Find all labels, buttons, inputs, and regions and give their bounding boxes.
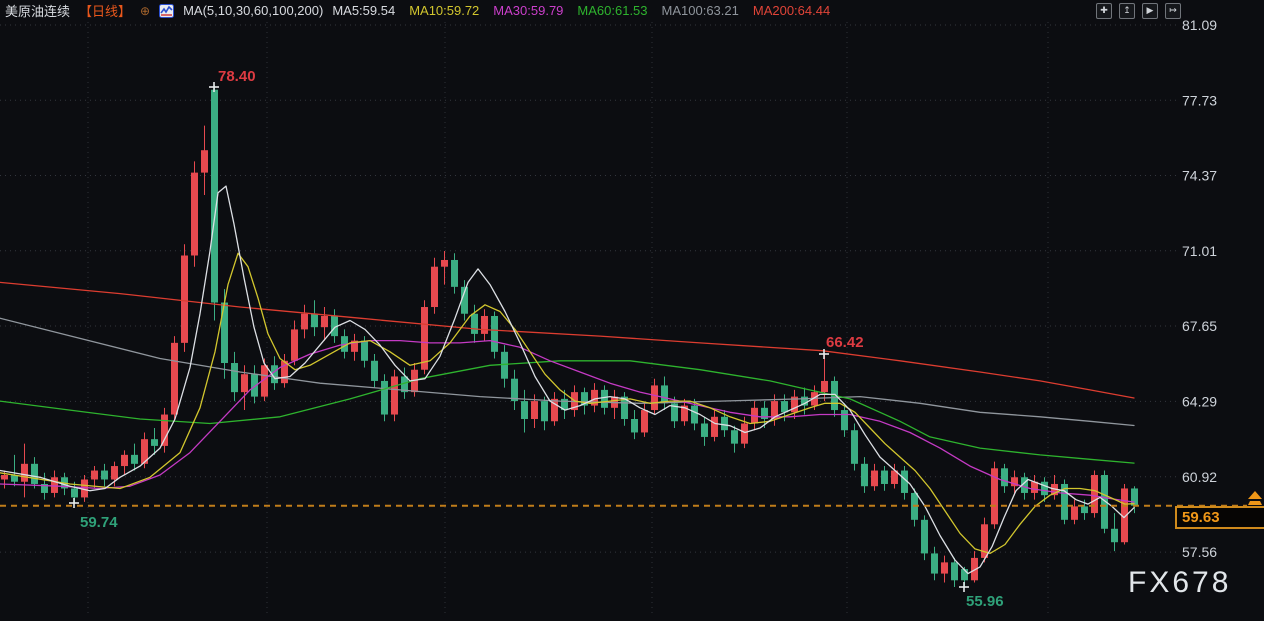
period-label: 【日线】 bbox=[79, 4, 132, 19]
pan-tool-icon[interactable]: ✚ bbox=[1096, 3, 1112, 19]
ma-line-ma10 bbox=[0, 252, 1135, 555]
ma-legend: MA5:59.54 MA10:59.72 MA30:59.79 MA60:61.53 M… bbox=[332, 3, 830, 18]
ma-legend-item: MA30:59.79 bbox=[493, 3, 564, 18]
last-price-tag: 59.63 bbox=[1175, 506, 1264, 529]
price-up-arrow-base bbox=[1248, 501, 1262, 505]
low-label: 59.74 bbox=[80, 514, 118, 531]
chart-header: 美原油连续 【日线】 ⊕ MA(5,10,30,60,100,200) MA5:… bbox=[0, 0, 1264, 21]
ma-line-ma30 bbox=[0, 339, 1135, 503]
y-axis-label: 60.92 bbox=[1182, 469, 1217, 485]
add-indicator-icon[interactable]: ⊕ bbox=[140, 3, 151, 18]
high-label-marker bbox=[209, 82, 219, 92]
symbol-title: 美原油连续 bbox=[5, 4, 71, 19]
high-label: 78.40 bbox=[218, 68, 256, 85]
y-axis-label: 71.01 bbox=[1182, 243, 1217, 259]
y-axis-label: 67.65 bbox=[1182, 318, 1217, 334]
scale-left-icon[interactable]: ↥ bbox=[1119, 3, 1135, 19]
auto-scroll-icon[interactable]: ▶ bbox=[1142, 3, 1158, 19]
low-label-marker bbox=[69, 498, 79, 508]
mini-chart-icon bbox=[159, 3, 175, 18]
bottom-low-label-marker bbox=[959, 582, 969, 592]
ma-legend-item: MA10:59.72 bbox=[409, 3, 480, 18]
ma-line-ma100 bbox=[0, 317, 1135, 427]
ma-legend-item: MA5:59.54 bbox=[332, 3, 396, 18]
ma-line-ma200 bbox=[0, 281, 1135, 399]
y-axis-label: 64.29 bbox=[1182, 393, 1217, 409]
ma-legend-item: MA200:64.44 bbox=[752, 3, 831, 18]
price-up-arrow-icon bbox=[1248, 491, 1262, 499]
y-axis-label: 74.37 bbox=[1182, 168, 1217, 184]
ma-line-ma60 bbox=[0, 360, 1135, 464]
bottom-low-label: 55.96 bbox=[966, 593, 1004, 610]
ma-legend-item: MA100:63.21 bbox=[661, 3, 739, 18]
chart-toolbar: ✚ ↥ ▶ ↦ bbox=[1096, 3, 1181, 19]
y-axis-label: 57.56 bbox=[1182, 544, 1217, 560]
candles bbox=[1, 85, 1138, 588]
mid-high-label: 66.42 bbox=[826, 334, 864, 351]
y-axis-label: 81.09 bbox=[1182, 17, 1217, 33]
ma-params-label: MA(5,10,30,60,100,200) bbox=[183, 3, 324, 18]
ma-line-ma5 bbox=[0, 185, 1135, 575]
jump-to-latest-icon[interactable]: ↦ bbox=[1165, 3, 1181, 19]
mid-high-label-marker bbox=[819, 349, 829, 359]
watermark: FX678 bbox=[1128, 566, 1232, 599]
y-axis-label: 77.73 bbox=[1182, 92, 1217, 108]
ma-legend-item: MA60:61.53 bbox=[577, 3, 648, 18]
